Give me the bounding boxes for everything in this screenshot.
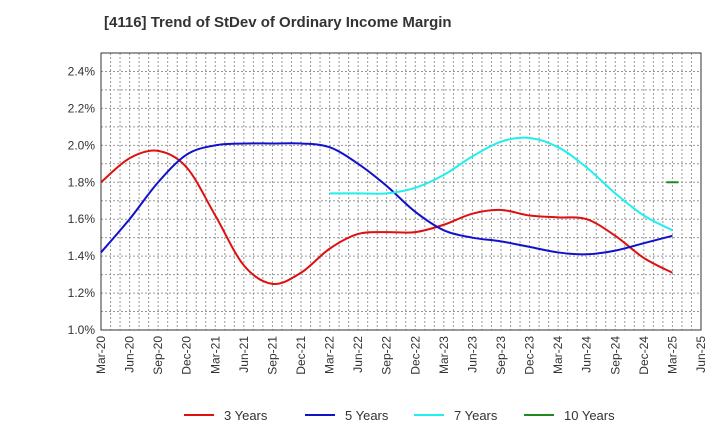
x-tick-label: Dec-22	[408, 336, 422, 375]
y-tick-label: 1.6%	[68, 212, 96, 226]
series-line-5-years	[100, 142, 673, 256]
x-tick-label: Mar-20	[94, 336, 108, 374]
x-tick-label: Dec-20	[180, 336, 194, 375]
x-tick-label: Sep-20	[151, 336, 165, 375]
y-tick-label: 2.4%	[68, 64, 96, 78]
legend-label-3-years: 3 Years	[224, 408, 268, 423]
legend-label-5-years: 5 Years	[345, 408, 389, 423]
grid	[101, 53, 701, 330]
series-line-7-years	[329, 136, 673, 232]
plot-frame	[100, 52, 702, 331]
y-tick-label: 2.0%	[68, 138, 96, 152]
x-tick-label: Sep-23	[494, 336, 508, 375]
x-tick-label: Mar-24	[551, 336, 565, 374]
y-tick-label: 1.4%	[68, 249, 96, 263]
x-tick-label: Dec-23	[523, 336, 537, 375]
y-tick-label: 1.8%	[68, 175, 96, 189]
series-line-3-years	[100, 149, 673, 285]
y-tick-label: 2.2%	[68, 101, 96, 115]
x-tick-label: Jun-22	[351, 336, 365, 373]
x-tick-label: Mar-23	[437, 336, 451, 374]
x-tick-label: Dec-24	[637, 336, 651, 375]
chart-title: [4116] Trend of StDev of Ordinary Income…	[104, 14, 452, 31]
x-tick-label: Jun-24	[580, 336, 594, 373]
x-tick-label: Mar-21	[208, 336, 222, 374]
x-tick-label: Mar-25	[665, 336, 679, 374]
x-tick-label: Jun-25	[694, 336, 708, 373]
legend-label-7-years: 7 Years	[454, 408, 498, 423]
legend-label-10-years: 10 Years	[564, 408, 615, 423]
x-tick-label: Dec-21	[294, 336, 308, 375]
x-tick-label: Jun-21	[237, 336, 251, 373]
x-tick-label: Sep-21	[265, 336, 279, 375]
x-tick-label: Jun-20	[123, 336, 137, 373]
y-tick-label: 1.2%	[68, 286, 96, 300]
y-tick-label: 1.0%	[68, 323, 96, 337]
x-tick-label: Sep-24	[608, 336, 622, 375]
x-tick-label: Sep-22	[380, 336, 394, 375]
x-tick-label: Mar-22	[323, 336, 337, 374]
x-tick-label: Jun-23	[465, 336, 479, 373]
